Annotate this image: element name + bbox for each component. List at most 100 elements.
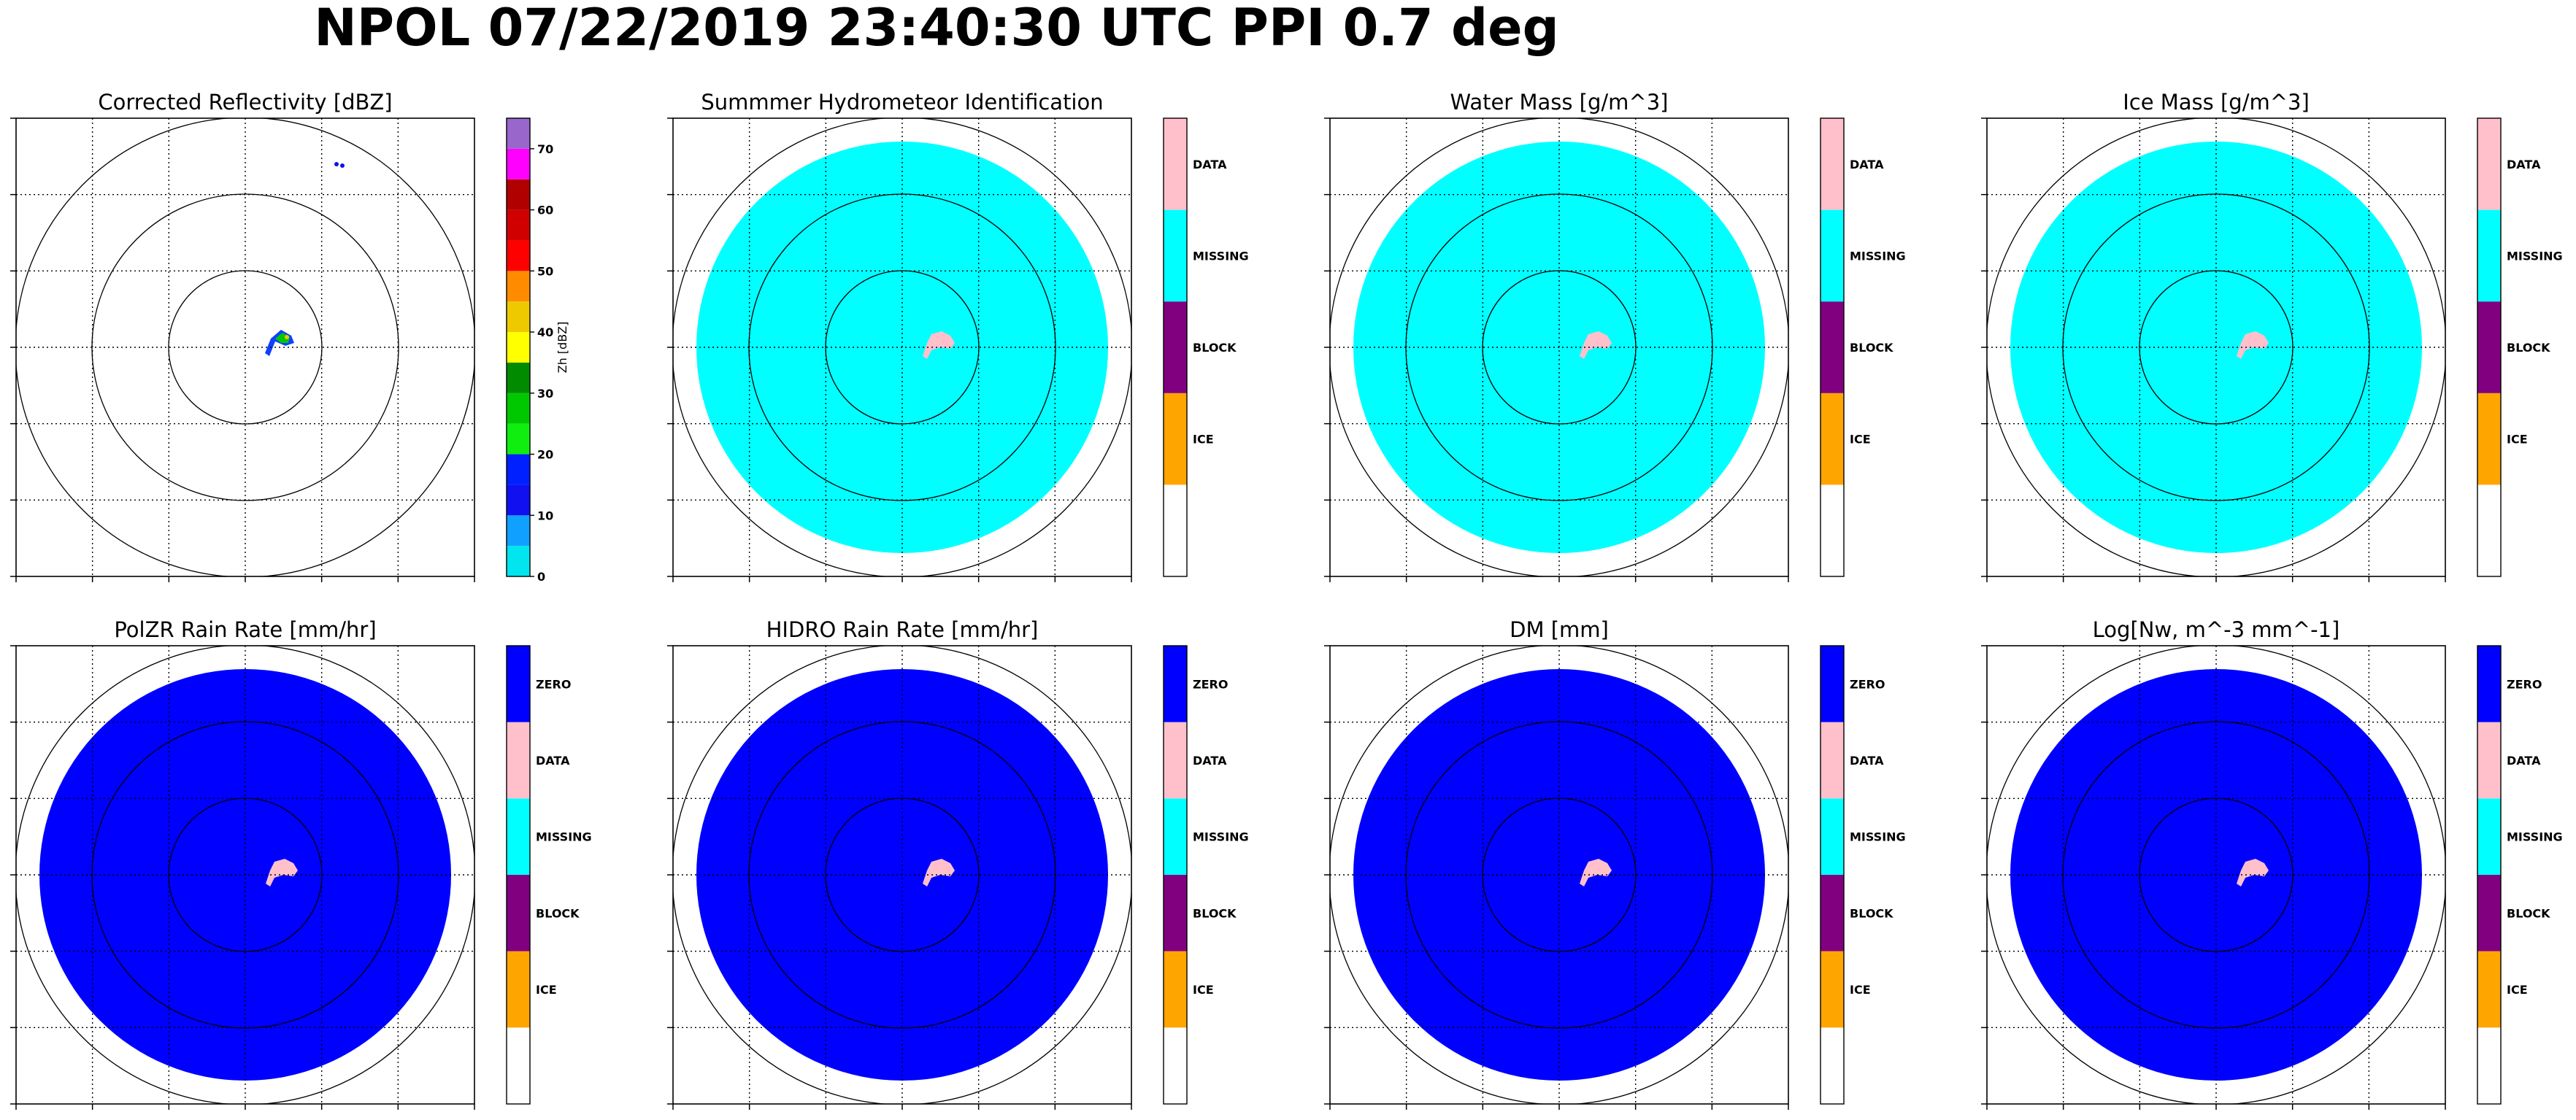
colorbar-tick-label: 20 [537, 448, 553, 462]
panel-4: Ice Mass [g/m^3] ICE BLOCK MISSING DATA [1981, 90, 2563, 582]
colorbar-category-label: ZERO [2507, 677, 2542, 691]
plot-area [16, 646, 474, 1104]
colorbar-tick-label: 0 [537, 570, 545, 584]
colorbar-segment [507, 875, 530, 951]
colorbar-segment [1164, 646, 1187, 722]
colorbar-tick-label: 60 [537, 204, 553, 217]
colorbar-segment [507, 240, 530, 271]
echo-blob [2237, 331, 2269, 359]
colorbar-segment [1820, 951, 1844, 1028]
colorbar-category-label: BLOCK [1850, 906, 1893, 920]
colorbar-category-label: ICE [1850, 983, 1871, 997]
colorbar: ICE BLOCK MISSING DATA [2477, 117, 2563, 577]
panel-title: Log[Nw, m^-3 mm^-1] [2093, 617, 2340, 642]
colorbar-segment [1164, 1027, 1187, 1104]
plot-area [673, 646, 1131, 1104]
colorbar-frame [1820, 117, 1845, 577]
colorbar-segment [2477, 722, 2501, 799]
colorbar-segment [1164, 722, 1187, 799]
colorbar-tick-label: 70 [537, 142, 553, 156]
colorbar-category-label: ICE [1193, 983, 1214, 997]
colorbar-segment [507, 1027, 530, 1104]
colorbar-label: Zh [dBZ] [555, 322, 569, 374]
colorbar-segment [2477, 951, 2501, 1028]
colorbar-segment [2477, 118, 2501, 210]
colorbar-segment [1820, 722, 1844, 799]
panel-title: Ice Mass [g/m^3] [2123, 90, 2310, 115]
panel-title: PolZR Rain Rate [mm/hr] [114, 617, 376, 642]
colorbar-segment [2477, 646, 2501, 722]
colorbar-tick-label: 40 [537, 325, 553, 339]
colorbar-tick-label: 50 [537, 264, 553, 278]
colorbar-segment [507, 209, 530, 241]
colorbar-segment [507, 722, 530, 799]
panel-7: DM [mm] ICE BLOCK MISSING DATA ZERO [1324, 617, 1906, 1110]
colorbar-segment [2477, 301, 2501, 393]
colorbar-category-label: ICE [1850, 433, 1871, 447]
colorbar-segment [507, 484, 530, 516]
colorbar-category-label: ICE [1193, 433, 1214, 447]
colorbar-segment [1820, 798, 1844, 875]
echo-speck [340, 163, 345, 168]
panel-6: HIDRO Rain Rate [mm/hr] ICE BLOCK MISSING DA… [667, 617, 1249, 1110]
colorbar-segment [507, 118, 530, 149]
colorbar-segment [507, 393, 530, 424]
panel-1: Corrected Reflectivity [dBZ] 0 10 20 30 40 50 6… [10, 90, 569, 584]
colorbar-segment [2477, 1027, 2501, 1104]
colorbar-category-label: MISSING [1193, 249, 1249, 263]
panel-title: DM [mm] [1510, 617, 1609, 642]
panel-2: Summmer Hydrometeor Identification ICE BLO… [667, 90, 1249, 582]
colorbar-segment [1164, 209, 1187, 302]
colorbar-segment [1820, 301, 1844, 393]
colorbar: ICE BLOCK MISSING DATA ZERO [1820, 645, 1906, 1105]
colorbar-segment [507, 362, 530, 393]
colorbar-tick-label: 10 [537, 509, 553, 522]
colorbar-segment [507, 148, 530, 179]
colorbar-segment [1164, 951, 1187, 1028]
colorbar-category-label: ZERO [1850, 677, 1885, 691]
colorbar-category-label: DATA [536, 754, 570, 768]
colorbar-category-label: ICE [2507, 433, 2528, 447]
plot-area [1987, 646, 2445, 1104]
colorbar-category-label: MISSING [2507, 830, 2563, 844]
colorbar-category-label: BLOCK [2507, 341, 2550, 355]
colorbar-segment [1820, 875, 1844, 951]
plot-area [1987, 118, 2445, 576]
colorbar-category-label: BLOCK [1193, 341, 1237, 355]
colorbar-segment [1820, 484, 1844, 576]
colorbar-category-label: DATA [2507, 158, 2541, 171]
panel-title: Water Mass [g/m^3] [1450, 90, 1669, 115]
colorbar-category-label: BLOCK [536, 906, 580, 920]
echo-blob [923, 331, 955, 359]
echo-blob [1580, 859, 1612, 887]
colorbar-segment [2477, 484, 2501, 576]
colorbar-segment [1164, 484, 1187, 576]
colorbar-frame [1163, 117, 1188, 577]
panel-8: Log[Nw, m^-3 mm^-1] ICE BLOCK MISSING DATA ZE… [1981, 617, 2563, 1110]
colorbar: ICE BLOCK MISSING DATA ZERO [2477, 645, 2563, 1105]
colorbar-segment [1164, 875, 1187, 951]
panel-3: Water Mass [g/m^3] ICE BLOCK MISSING DATA [1324, 90, 1906, 582]
plot-area [16, 118, 474, 576]
colorbar-category-label: ZERO [1193, 677, 1228, 691]
colorbar-segment [1164, 118, 1187, 210]
colorbar-category-label: ZERO [536, 677, 571, 691]
colorbar: 0 10 20 30 40 50 60 70 Zh [dBZ] [506, 117, 569, 584]
colorbar-segment [507, 646, 530, 722]
colorbar-category-label: BLOCK [1193, 906, 1237, 920]
colorbar-category-label: MISSING [1850, 249, 1906, 263]
colorbar-category-label: BLOCK [2507, 906, 2550, 920]
colorbar-frame [2477, 117, 2502, 577]
colorbar-segment [507, 546, 530, 576]
panel-title: HIDRO Rain Rate [mm/hr] [766, 617, 1039, 642]
colorbar: ICE BLOCK MISSING DATA ZERO [506, 645, 592, 1105]
colorbar-segment [507, 423, 530, 455]
colorbar: ICE BLOCK MISSING DATA ZERO [1163, 645, 1249, 1105]
colorbar-category-label: DATA [1193, 754, 1227, 768]
panel-5: PolZR Rain Rate [mm/hr] ICE BLOCK MISSING DA… [10, 617, 592, 1110]
plot-area [673, 118, 1131, 576]
panel-title: Summmer Hydrometeor Identification [701, 90, 1103, 115]
colorbar-segment [507, 301, 530, 333]
echo-cell [285, 335, 289, 339]
